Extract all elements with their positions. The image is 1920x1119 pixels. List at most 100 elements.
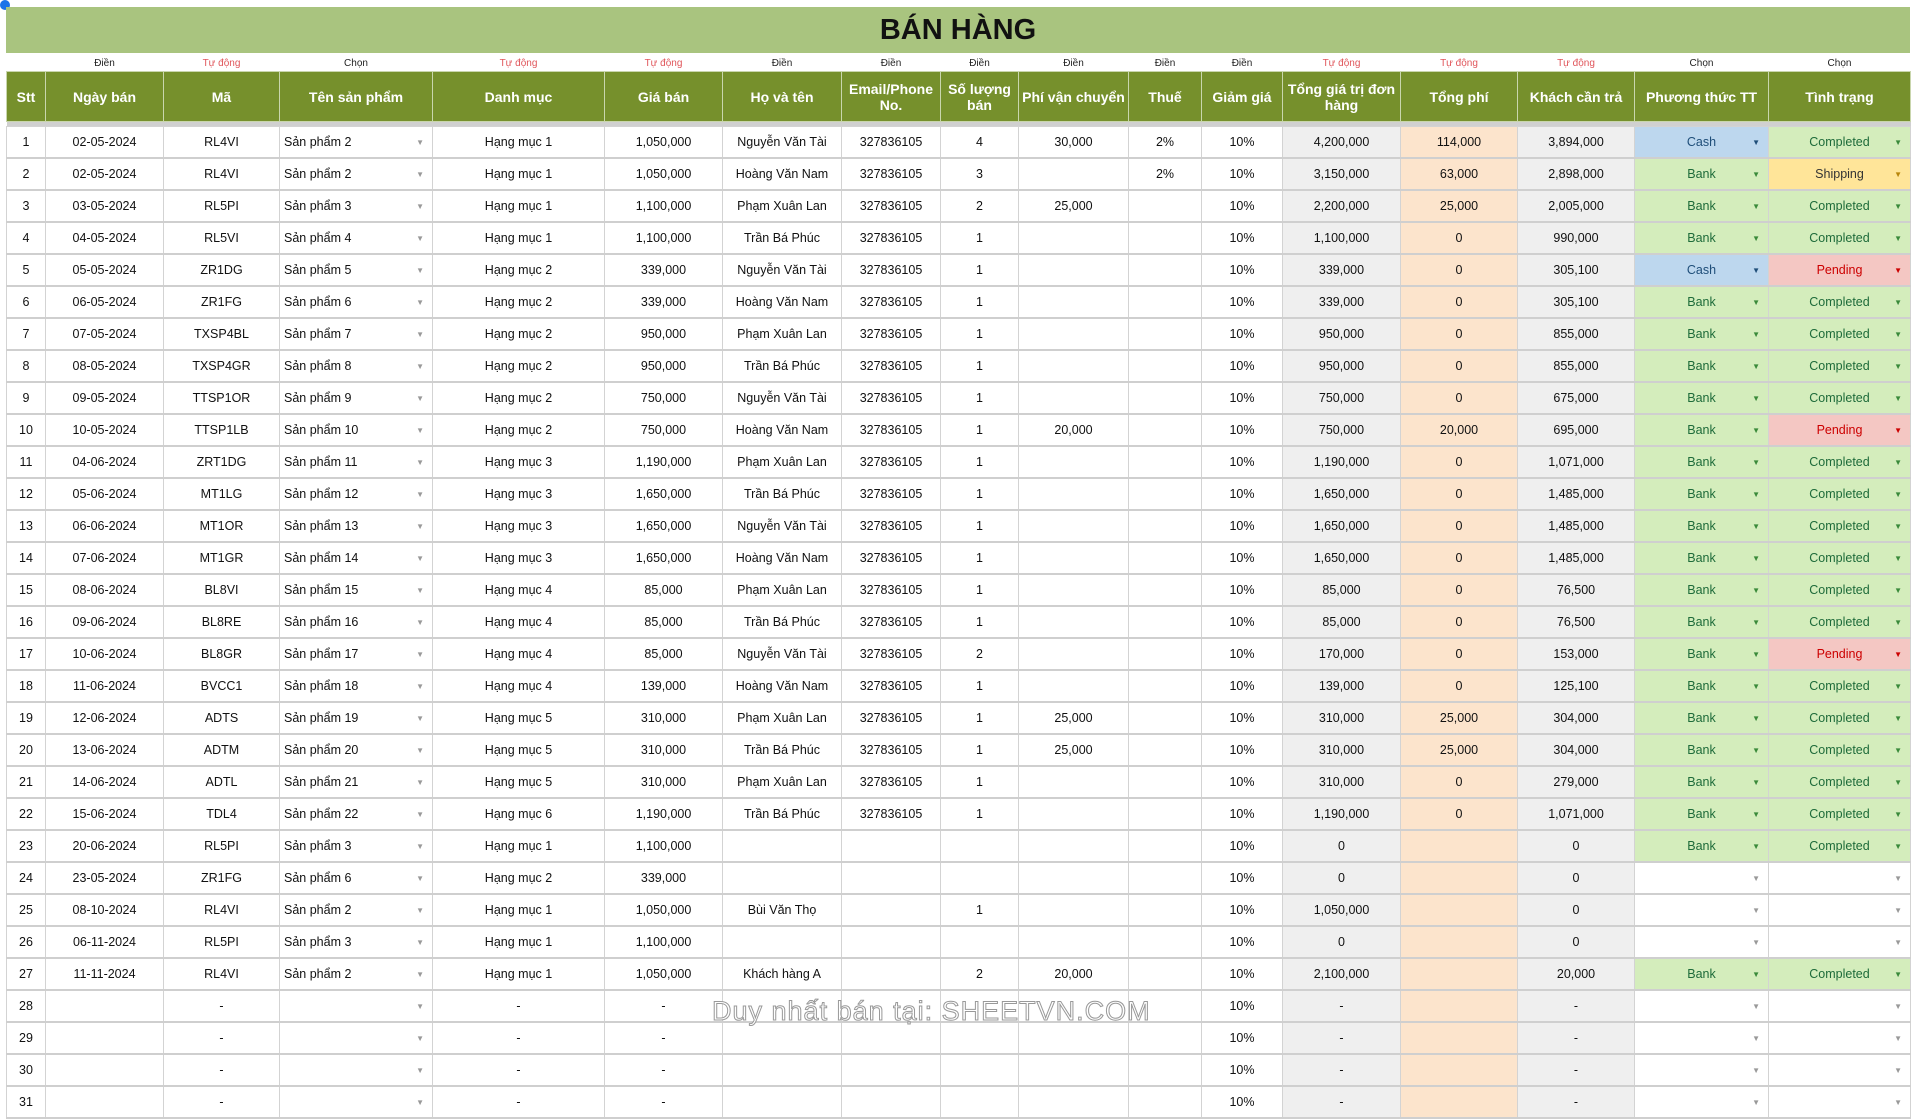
cell-qty[interactable]: 1: [940, 221, 1019, 255]
cell-payment-method[interactable]: Bank ▼: [1634, 605, 1769, 639]
caret-down-icon[interactable]: ▼: [416, 970, 424, 979]
cell-qty[interactable]: 1: [940, 541, 1019, 575]
cell-status[interactable]: Completed ▼: [1768, 733, 1911, 767]
caret-down-icon[interactable]: ▼: [416, 234, 424, 243]
header-qty[interactable]: Số lượng bán: [940, 71, 1019, 122]
cell-discount[interactable]: 10%: [1201, 509, 1283, 543]
cell-phone[interactable]: 327836105: [841, 285, 941, 319]
cell-product[interactable]: Sản phẩm 9 ▼: [279, 381, 433, 415]
cell-status[interactable]: Pending ▼: [1768, 413, 1911, 447]
cell-fee[interactable]: [1400, 829, 1518, 863]
cell-code[interactable]: RL5PI: [163, 829, 280, 863]
cell-phone[interactable]: 327836105: [841, 317, 941, 351]
cell-amount-due[interactable]: 1,485,000: [1517, 509, 1635, 543]
cell-order-total[interactable]: 310,000: [1282, 733, 1401, 767]
cell-payment-method[interactable]: Bank ▼: [1634, 477, 1769, 511]
cell-stt[interactable]: 22: [6, 797, 46, 831]
caret-down-icon[interactable]: ▼: [1752, 522, 1760, 531]
cell-tax[interactable]: [1128, 445, 1202, 479]
cell-amount-due[interactable]: 76,500: [1517, 605, 1635, 639]
header-price[interactable]: Giá bán: [604, 71, 723, 122]
cell-customer[interactable]: Phạm Xuân Lan: [722, 701, 842, 735]
cell-customer[interactable]: Hoàng Văn Nam: [722, 669, 842, 703]
cell-discount[interactable]: 10%: [1201, 893, 1283, 927]
cell-phone[interactable]: [841, 1085, 941, 1119]
cell-phone[interactable]: 327836105: [841, 605, 941, 639]
cell-product[interactable]: Sản phẩm 2 ▼: [279, 157, 433, 191]
cell-tax[interactable]: [1128, 669, 1202, 703]
cell-tax[interactable]: [1128, 317, 1202, 351]
cell-date[interactable]: 14-06-2024: [45, 765, 164, 799]
cell-payment-method[interactable]: Bank ▼: [1634, 221, 1769, 255]
cell-fee[interactable]: 0: [1400, 765, 1518, 799]
cell-customer[interactable]: [722, 1085, 842, 1119]
cell-product[interactable]: ▼: [279, 1053, 433, 1087]
header-payment-method[interactable]: Phương thức TT: [1634, 71, 1769, 122]
caret-down-icon[interactable]: ▼: [1894, 554, 1902, 563]
cell-product[interactable]: Sản phẩm 11 ▼: [279, 445, 433, 479]
caret-down-icon[interactable]: ▼: [1894, 1034, 1902, 1043]
cell-payment-method[interactable]: Bank ▼: [1634, 701, 1769, 735]
cell-category[interactable]: Hạng mục 3: [432, 445, 605, 479]
cell-tax[interactable]: 2%: [1128, 157, 1202, 191]
cell-order-total[interactable]: 310,000: [1282, 765, 1401, 799]
cell-discount[interactable]: 10%: [1201, 317, 1283, 351]
cell-category[interactable]: Hạng mục 4: [432, 605, 605, 639]
cell-qty[interactable]: 1: [940, 349, 1019, 383]
cell-product[interactable]: Sản phẩm 18 ▼: [279, 669, 433, 703]
cell-tax[interactable]: [1128, 605, 1202, 639]
cell-price[interactable]: 85,000: [604, 605, 723, 639]
cell-status[interactable]: ▼: [1768, 989, 1911, 1023]
cell-order-total[interactable]: 85,000: [1282, 605, 1401, 639]
cell-amount-due[interactable]: 1,485,000: [1517, 477, 1635, 511]
caret-down-icon[interactable]: ▼: [416, 650, 424, 659]
caret-down-icon[interactable]: ▼: [1752, 458, 1760, 467]
cell-stt[interactable]: 2: [6, 157, 46, 191]
cell-tax[interactable]: [1128, 477, 1202, 511]
caret-down-icon[interactable]: ▼: [1752, 1066, 1760, 1075]
cell-category[interactable]: Hạng mục 1: [432, 829, 605, 863]
cell-payment-method[interactable]: Cash ▼: [1634, 253, 1769, 287]
cell-shipping[interactable]: [1018, 573, 1129, 607]
cell-selection-handle[interactable]: [0, 0, 10, 10]
cell-order-total[interactable]: -: [1282, 1021, 1401, 1055]
caret-down-icon[interactable]: ▼: [1752, 1002, 1760, 1011]
cell-product[interactable]: Sản phẩm 20 ▼: [279, 733, 433, 767]
cell-payment-method[interactable]: Bank ▼: [1634, 669, 1769, 703]
cell-discount[interactable]: 10%: [1201, 541, 1283, 575]
cell-tax[interactable]: [1128, 541, 1202, 575]
caret-down-icon[interactable]: ▼: [1894, 874, 1902, 883]
cell-shipping[interactable]: [1018, 605, 1129, 639]
cell-discount[interactable]: 10%: [1201, 126, 1283, 159]
caret-down-icon[interactable]: ▼: [1752, 490, 1760, 499]
cell-tax[interactable]: [1128, 381, 1202, 415]
cell-fee[interactable]: 0: [1400, 797, 1518, 831]
cell-code[interactable]: BVCC1: [163, 669, 280, 703]
cell-payment-method[interactable]: ▼: [1634, 861, 1769, 895]
caret-down-icon[interactable]: ▼: [1894, 810, 1902, 819]
cell-discount[interactable]: 10%: [1201, 477, 1283, 511]
cell-payment-method[interactable]: Bank ▼: [1634, 765, 1769, 799]
cell-price[interactable]: -: [604, 1053, 723, 1087]
cell-fee[interactable]: 0: [1400, 605, 1518, 639]
cell-product[interactable]: Sản phẩm 13 ▼: [279, 509, 433, 543]
cell-fee[interactable]: [1400, 1021, 1518, 1055]
cell-category[interactable]: Hạng mục 5: [432, 733, 605, 767]
cell-status[interactable]: Completed ▼: [1768, 349, 1911, 383]
caret-down-icon[interactable]: ▼: [1752, 970, 1760, 979]
cell-category[interactable]: Hạng mục 1: [432, 221, 605, 255]
caret-down-icon[interactable]: ▼: [1894, 522, 1902, 531]
caret-down-icon[interactable]: ▼: [1894, 458, 1902, 467]
cell-tax[interactable]: [1128, 221, 1202, 255]
cell-payment-method[interactable]: Bank ▼: [1634, 829, 1769, 863]
cell-customer[interactable]: Phạm Xuân Lan: [722, 317, 842, 351]
cell-payment-method[interactable]: ▼: [1634, 1053, 1769, 1087]
cell-status[interactable]: Completed ▼: [1768, 957, 1911, 991]
cell-payment-method[interactable]: Bank ▼: [1634, 445, 1769, 479]
caret-down-icon[interactable]: ▼: [1752, 874, 1760, 883]
header-discount[interactable]: Giảm giá: [1201, 71, 1283, 122]
cell-price[interactable]: 1,100,000: [604, 829, 723, 863]
cell-date[interactable]: 15-06-2024: [45, 797, 164, 831]
cell-discount[interactable]: 10%: [1201, 669, 1283, 703]
cell-status[interactable]: Pending ▼: [1768, 637, 1911, 671]
